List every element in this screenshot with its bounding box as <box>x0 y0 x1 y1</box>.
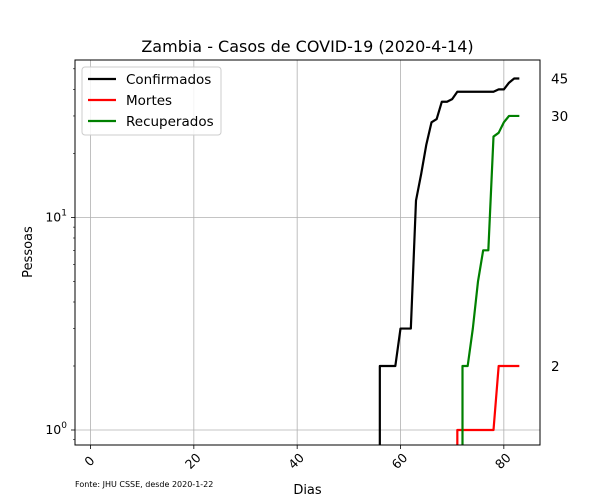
y-tick-label: 100 <box>45 421 67 437</box>
end-labels: 45 2 30 <box>551 72 568 375</box>
series-layer <box>378 77 520 445</box>
series-line-confirmados <box>378 77 520 445</box>
end-label-recuperados: 30 <box>551 109 568 125</box>
y-tick-label: 101 <box>45 208 67 224</box>
y-axis-label: Pessoas <box>21 226 36 278</box>
legend-label-confirmados: Confirmados <box>126 72 211 88</box>
legend-label-recuperados: Recuperados <box>126 114 214 130</box>
series-line-recuperados <box>461 114 520 445</box>
legend: Confirmados Mortes Recuperados <box>81 66 222 136</box>
legend-label-mortes: Mortes <box>126 93 172 109</box>
end-label-mortes: 2 <box>551 359 560 375</box>
chart-title: Zambia - Casos de COVID-19 (2020-4-14) <box>141 37 473 56</box>
x-axis-label: Dias <box>293 483 322 498</box>
footnote: Fonte: JHU CSSE, desde 2020-1-22 <box>75 480 213 489</box>
legend-box <box>81 66 222 136</box>
end-label-confirmados: 45 <box>551 72 568 88</box>
plot-frame <box>74 59 541 446</box>
